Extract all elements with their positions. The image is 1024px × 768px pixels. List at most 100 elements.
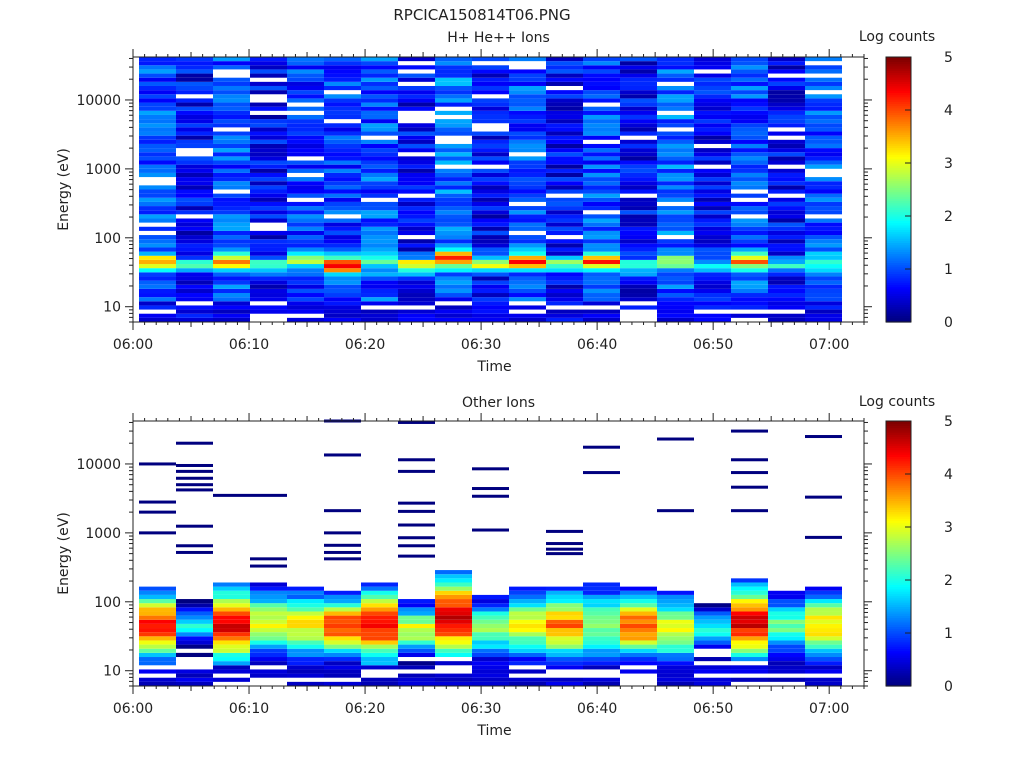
heatmap-cell [805,139,842,144]
heatmap-cell [287,139,324,144]
colorbar-step [886,200,911,204]
heatmap-cell [509,611,546,616]
heatmap-cell [805,284,842,289]
heatmap-cell [805,152,842,157]
heatmap-cell [361,652,398,658]
sparse-count-line [546,542,583,546]
heatmap-cell [620,197,657,202]
heatmap-cell [472,77,509,82]
x-tick-label: 06:20 [345,701,385,717]
heatmap-cell [620,160,657,165]
heatmap-cell [805,632,842,637]
heatmap-cell [250,214,287,219]
heatmap-cell [287,201,324,207]
heatmap-cell [768,280,805,285]
colorbar-step [886,602,911,605]
heatmap-cell [509,81,546,86]
colorbar-step [886,429,911,433]
heatmap-cell [546,297,583,302]
heatmap-cell [583,681,620,686]
heatmap-cell [583,619,620,624]
colorbar-step [886,191,911,195]
heatmap-cell [287,226,324,231]
heatmap-cell [509,619,546,624]
heatmap-cell [435,317,472,322]
heatmap-cell [139,214,176,219]
heatmap-cell [213,222,250,227]
heatmap-cell [509,135,546,140]
heatmap-cell [398,102,435,107]
heatmap-cell [509,599,546,604]
heatmap-cell [657,123,694,128]
heatmap-cell [250,603,287,608]
colorbar-step [886,462,911,466]
heatmap-cell [509,172,546,178]
time-bin-column [583,445,620,686]
heatmap-cell [768,81,805,86]
heatmap-cell [287,615,324,620]
heatmap-cell [509,90,546,95]
heatmap-cell [768,636,805,641]
heatmap-cell [324,152,361,157]
heatmap-cell [620,611,657,616]
sparse-count-line [139,531,176,535]
heatmap-cell [731,251,768,256]
heatmap-cell [657,148,694,153]
heatmap-cell [472,131,509,136]
colorbar-step [886,85,911,89]
heatmap-cell [213,247,250,252]
heatmap-cell [139,73,176,78]
colorbar-tick-label: 2 [944,209,953,225]
heatmap-cell [694,657,731,662]
heatmap-cell [583,268,620,273]
heatmap-cell [213,607,250,612]
heatmap-cell [139,218,176,223]
heatmap-cell [657,255,694,260]
sparse-count-line [546,547,583,551]
heatmap-cell [657,114,694,120]
heatmap-cell [620,81,657,86]
colorbar-step [886,535,911,539]
panel-title: Other Ions [462,395,535,411]
heatmap-cell [324,110,361,115]
heatmap-cell [250,85,287,91]
heatmap-cell [805,599,842,604]
heatmap-cell [805,102,842,107]
heatmap-cell [768,181,805,186]
heatmap-cell [509,276,546,281]
colorbar-step [886,244,911,248]
heatmap-cell [768,590,805,595]
colorbar-step [886,670,911,674]
heatmap-cell [583,259,620,265]
heatmap-cell [361,264,398,269]
heatmap-cell [213,301,250,306]
colorbar-step [886,61,911,65]
heatmap-cell [435,119,472,124]
x-tick-label: 06:50 [693,701,733,717]
colorbar-step [886,668,911,672]
heatmap-cell [398,648,435,653]
heatmap-cell [435,85,472,91]
heatmap-cell [250,636,287,641]
heatmap-cell [324,156,361,161]
heatmap-cell [213,669,250,674]
colorbar-step [886,271,911,275]
heatmap-cell [213,309,250,314]
colorbar-step [886,520,911,524]
heatmap-cell [139,317,176,322]
heatmap-cell [398,264,435,269]
sparse-count-line [398,523,435,527]
heatmap-cell [472,632,509,637]
heatmap-cell [398,85,435,91]
heatmap-cell [398,90,435,95]
heatmap-cell [361,636,398,641]
heatmap-cell [250,309,287,314]
heatmap-cell [768,301,805,306]
colorbar-step [886,575,911,579]
heatmap-cell [546,177,583,182]
heatmap-cell [361,288,398,294]
heatmap-cell [657,69,694,74]
heatmap-cell [287,81,324,86]
heatmap-cell [139,201,176,207]
heatmap-cell [287,230,324,236]
